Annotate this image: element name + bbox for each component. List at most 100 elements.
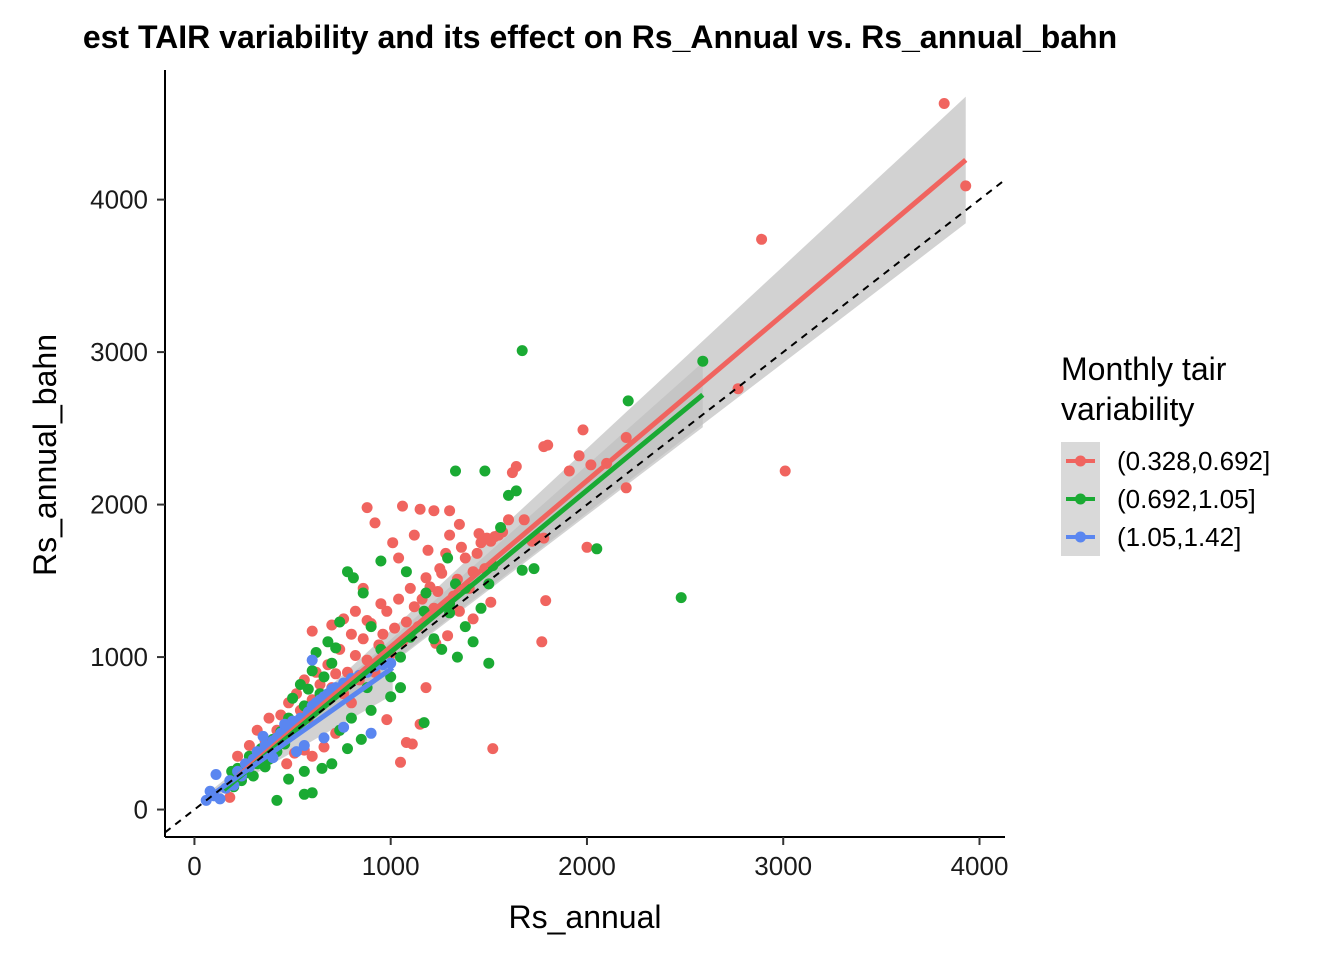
legend: Monthly tair variability (0.328,0.692] (0… — [1061, 351, 1270, 556]
data-point — [232, 750, 244, 762]
data-point — [294, 679, 306, 690]
data-point — [357, 633, 369, 645]
data-point — [444, 529, 456, 541]
data-point — [283, 773, 295, 785]
y-tick-label: 2000 — [90, 490, 148, 520]
data-point — [365, 704, 377, 716]
data-point — [459, 552, 471, 564]
fit-line — [222, 392, 705, 792]
data-point — [330, 668, 342, 680]
data-point — [479, 465, 491, 477]
data-point — [389, 622, 401, 634]
data-point — [345, 712, 357, 724]
data-point — [318, 671, 330, 683]
x-axis-ticks: 0 1000 2000 3000 4000 — [187, 837, 1008, 881]
data-point — [306, 625, 318, 637]
data-point — [573, 450, 585, 462]
data-point — [475, 537, 487, 549]
data-point — [318, 732, 330, 744]
data-point — [467, 613, 479, 625]
data-point — [385, 657, 397, 669]
data-point — [357, 587, 369, 599]
data-point — [404, 582, 416, 594]
data-point — [938, 98, 950, 109]
data-point — [453, 518, 465, 530]
fit-line — [222, 158, 968, 791]
data-point — [369, 517, 381, 529]
data-point — [960, 180, 972, 192]
plot-area — [164, 96, 1006, 834]
data-point — [451, 651, 463, 663]
data-point — [330, 642, 342, 654]
data-point — [453, 605, 465, 617]
data-point — [467, 636, 479, 648]
data-point — [591, 543, 603, 555]
data-point — [542, 439, 554, 451]
data-point — [345, 628, 357, 640]
data-point — [506, 467, 518, 479]
data-point — [436, 643, 448, 655]
data-point — [306, 665, 318, 677]
data-point — [434, 563, 446, 575]
data-point — [406, 738, 418, 750]
data-point — [442, 630, 454, 642]
data-point — [459, 621, 471, 633]
x-tick-label: 4000 — [951, 851, 1009, 881]
data-point — [306, 654, 318, 666]
scatter-points — [200, 98, 972, 806]
data-point — [375, 555, 387, 567]
data-point — [408, 601, 420, 613]
data-point — [487, 743, 499, 755]
data-point — [518, 514, 530, 526]
data-point — [355, 733, 367, 745]
data-point — [342, 566, 353, 578]
data-point — [408, 529, 420, 541]
data-point — [263, 712, 275, 724]
data-point — [442, 552, 454, 564]
data-point — [365, 727, 377, 739]
data-point — [585, 459, 597, 471]
data-point — [397, 500, 408, 512]
data-point — [620, 482, 632, 494]
y-tick-label: 0 — [134, 795, 148, 825]
data-point — [756, 233, 768, 245]
data-point — [257, 730, 269, 742]
data-point — [516, 564, 528, 576]
x-tick-label: 2000 — [558, 851, 616, 881]
data-point — [581, 541, 593, 553]
data-point — [450, 465, 461, 477]
data-point — [444, 607, 456, 619]
data-point — [271, 794, 283, 806]
x-tick-label: 0 — [187, 851, 201, 881]
data-point — [400, 566, 412, 578]
legend-label: (0.692,1.05] — [1117, 484, 1256, 514]
y-axis-title: Rs_annual_bahn — [27, 334, 63, 576]
data-point — [298, 765, 310, 777]
data-point — [503, 514, 514, 526]
data-point — [420, 682, 432, 694]
reference-identity-line — [164, 178, 1006, 834]
data-point — [318, 741, 330, 753]
data-point — [400, 616, 412, 628]
y-tick-label: 3000 — [90, 337, 148, 367]
data-point — [485, 596, 497, 608]
data-point — [620, 432, 632, 443]
x-tick-label: 3000 — [754, 851, 812, 881]
data-point — [279, 718, 291, 730]
data-point — [298, 740, 310, 751]
data-point — [414, 503, 426, 515]
data-point — [281, 758, 293, 770]
data-point — [377, 628, 389, 640]
data-point — [418, 717, 430, 729]
legend-title-line-1: Monthly tair — [1061, 351, 1227, 387]
data-point — [471, 547, 483, 559]
data-point — [349, 605, 361, 617]
data-point — [385, 691, 397, 703]
data-point — [326, 657, 338, 669]
chart-title: est TAIR variability and its effect on R… — [83, 19, 1117, 55]
legend-label: (1.05,1.42] — [1117, 522, 1241, 552]
data-point — [326, 758, 338, 770]
legend-point-swatch — [1075, 455, 1086, 467]
data-point — [387, 537, 399, 549]
